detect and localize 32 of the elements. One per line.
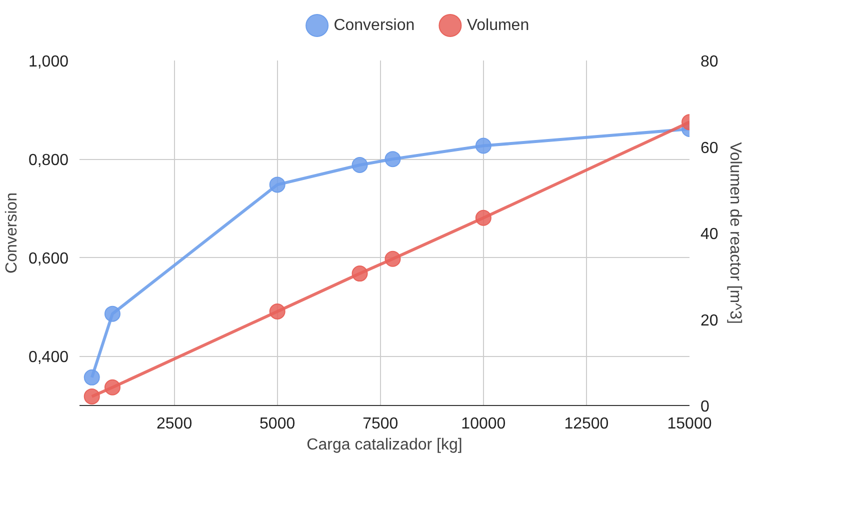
x-tick-label: 7500 bbox=[362, 416, 398, 432]
x-tick-label: 10000 bbox=[461, 416, 506, 432]
y-axis-title: Conversion bbox=[3, 192, 20, 274]
point bbox=[352, 157, 368, 173]
y2-tick-label: 80 bbox=[700, 54, 718, 70]
point bbox=[269, 176, 286, 193]
y2-axis-title: Volumen de reactor [m^3] bbox=[726, 142, 744, 324]
point bbox=[475, 138, 492, 154]
y-tick-label: 0,400 bbox=[28, 349, 69, 366]
y2-tick-label: 60 bbox=[700, 140, 718, 157]
y-tick-label: 0,600 bbox=[28, 250, 69, 268]
legend-label: Conversion bbox=[334, 17, 415, 34]
point bbox=[104, 306, 120, 322]
x-tick-label: 12500 bbox=[564, 416, 609, 432]
point bbox=[384, 151, 401, 168]
point bbox=[104, 379, 120, 396]
x-axis-title: Carga catalizador [kg] bbox=[306, 436, 462, 454]
y2-tick-label: 20 bbox=[700, 312, 718, 330]
point bbox=[84, 369, 100, 386]
x-tick-label: 15000 bbox=[667, 416, 712, 432]
legend-label: Volumen bbox=[466, 17, 530, 34]
point bbox=[269, 304, 286, 320]
y-tick-label: 0,800 bbox=[28, 152, 69, 170]
point bbox=[384, 250, 401, 267]
x-tick-label: 2500 bbox=[156, 416, 192, 432]
y2-tick-label: 0 bbox=[700, 398, 710, 416]
y-tick-label: 1,000 bbox=[28, 54, 69, 70]
y2-tick-label: 40 bbox=[700, 226, 718, 243]
point bbox=[475, 210, 492, 226]
x-tick-label: 5000 bbox=[260, 416, 296, 432]
point bbox=[352, 266, 368, 282]
point bbox=[84, 388, 100, 404]
